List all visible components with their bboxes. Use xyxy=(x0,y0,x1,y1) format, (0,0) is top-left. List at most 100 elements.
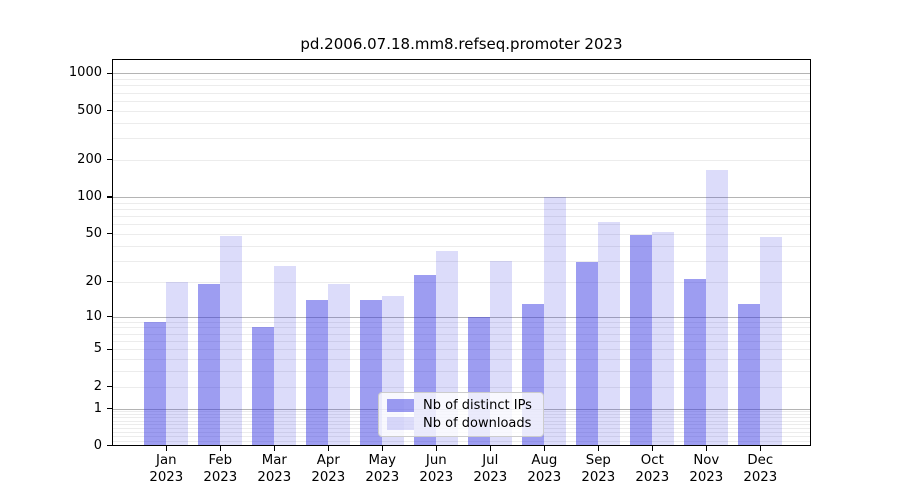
gridline-minor xyxy=(113,202,810,204)
bar-downloads-apr xyxy=(328,284,351,446)
x-tick-label-year: 2023 xyxy=(689,470,724,485)
x-tick-label-month: Nov xyxy=(693,453,720,468)
gridline-minor xyxy=(113,359,810,361)
gridline-minor xyxy=(113,349,810,351)
x-tick-label-year: 2023 xyxy=(149,470,184,485)
y-tick-mark xyxy=(107,386,112,388)
legend-item-distinct-ips: Nb of distinct IPs xyxy=(387,398,535,413)
y-tick-label: 100 xyxy=(77,189,102,204)
x-tick-label-year: 2023 xyxy=(473,470,508,485)
bar-distinct-ips-feb xyxy=(198,284,221,446)
gridline-major xyxy=(113,73,810,75)
x-tick-label-year: 2023 xyxy=(743,470,778,485)
x-tick-label-month: Jan xyxy=(156,453,177,468)
x-tick-label-month: Sep xyxy=(585,453,611,468)
y-tick-label: 200 xyxy=(77,151,102,167)
gridline-minor xyxy=(113,224,810,226)
bar-downloads-mar xyxy=(274,266,297,446)
y-tick-label: 50 xyxy=(85,225,102,241)
y-tick-label: 5 xyxy=(93,341,102,357)
gridline-major xyxy=(113,197,810,198)
bar-distinct-ips-oct xyxy=(630,234,653,446)
chart-title: pd.2006.07.18.mm8.refseq.promoter 2023 xyxy=(300,35,623,53)
x-tick-mark xyxy=(489,446,491,451)
bar-distinct-ips-apr xyxy=(306,299,329,446)
x-tick-label-month: Apr xyxy=(316,453,340,468)
gridline-minor xyxy=(113,245,810,247)
legend-swatch-distinct-ips xyxy=(387,399,414,413)
legend-label-distinct-ips: Nb of distinct IPs xyxy=(423,398,532,414)
y-tick-mark xyxy=(107,110,112,112)
gridline-minor xyxy=(113,281,810,283)
y-tick-label: 1000 xyxy=(68,65,102,81)
x-tick-label-year: 2023 xyxy=(203,470,238,485)
x-tick-mark xyxy=(705,446,707,451)
bar-downloads-dec xyxy=(760,237,783,446)
y-tick-mark xyxy=(107,159,112,161)
bar-distinct-ips-dec xyxy=(738,303,761,446)
y-tick-label: 500 xyxy=(77,102,102,118)
x-tick-mark xyxy=(219,446,221,451)
x-tick-mark xyxy=(597,446,599,451)
gridline-minor xyxy=(113,85,810,87)
y-tick-mark xyxy=(107,348,112,350)
y-tick-label: 0 xyxy=(93,437,102,453)
bar-downloads-aug xyxy=(544,197,567,446)
legend-item-downloads: Nb of downloads xyxy=(387,416,535,431)
bar-distinct-ips-sep xyxy=(576,262,599,446)
gridline-minor xyxy=(113,208,810,210)
gridline-minor xyxy=(113,333,810,335)
x-tick-label-year: 2023 xyxy=(581,470,616,485)
x-tick-mark xyxy=(165,446,167,451)
gridline-minor xyxy=(113,233,810,235)
legend-swatch-downloads xyxy=(387,416,414,430)
gridline-minor xyxy=(113,386,810,388)
y-tick-mark xyxy=(107,407,112,410)
x-tick-mark xyxy=(327,446,329,451)
y-tick-label: 2 xyxy=(93,378,102,394)
x-tick-mark xyxy=(435,446,437,451)
bar-downloads-sep xyxy=(598,221,621,446)
y-tick-mark xyxy=(107,281,112,283)
x-tick-label-year: 2023 xyxy=(311,470,346,485)
gridline-minor xyxy=(113,159,810,161)
x-tick-mark xyxy=(273,446,275,451)
y-tick-mark xyxy=(107,445,112,447)
x-tick-label-month: Feb xyxy=(208,453,233,468)
gridline-minor xyxy=(113,122,810,124)
x-tick-label-year: 2023 xyxy=(635,470,670,485)
x-tick-label-year: 2023 xyxy=(419,470,454,485)
x-tick-mark xyxy=(759,446,761,451)
x-tick-label-month: Dec xyxy=(747,453,774,468)
y-tick-mark xyxy=(107,316,112,318)
gridline-minor xyxy=(113,92,810,94)
x-tick-label-year: 2023 xyxy=(257,470,292,485)
gridline-minor xyxy=(113,327,810,329)
bar-downloads-feb xyxy=(220,236,243,446)
x-tick-label-month: Oct xyxy=(640,453,664,468)
gridline-minor xyxy=(113,340,810,342)
y-tick-mark xyxy=(107,233,112,235)
bar-downloads-nov xyxy=(706,170,729,446)
x-tick-label-month: Aug xyxy=(531,453,558,468)
y-tick-label: 20 xyxy=(85,273,102,289)
x-tick-label-month: May xyxy=(368,453,397,468)
y-tick-label: 10 xyxy=(85,308,102,324)
x-tick-mark xyxy=(543,446,545,451)
gridline-minor xyxy=(113,321,810,323)
gridline-minor xyxy=(113,440,810,442)
bar-distinct-ips-may xyxy=(360,299,383,446)
gridline-minor xyxy=(113,371,810,373)
x-tick-label-month: Mar xyxy=(261,453,287,468)
bar-distinct-ips-nov xyxy=(684,279,707,446)
bar-distinct-ips-mar xyxy=(252,327,275,446)
x-tick-label-month: Jun xyxy=(425,453,447,468)
bar-distinct-ips-jan xyxy=(144,321,167,446)
gridline-major xyxy=(113,316,810,318)
gridline-minor xyxy=(113,78,810,80)
x-tick-label-year: 2023 xyxy=(527,470,562,485)
bar-downloads-jan xyxy=(166,281,189,446)
x-tick-mark xyxy=(651,446,653,451)
gridline-minor xyxy=(113,100,810,102)
y-tick-mark xyxy=(107,72,112,74)
